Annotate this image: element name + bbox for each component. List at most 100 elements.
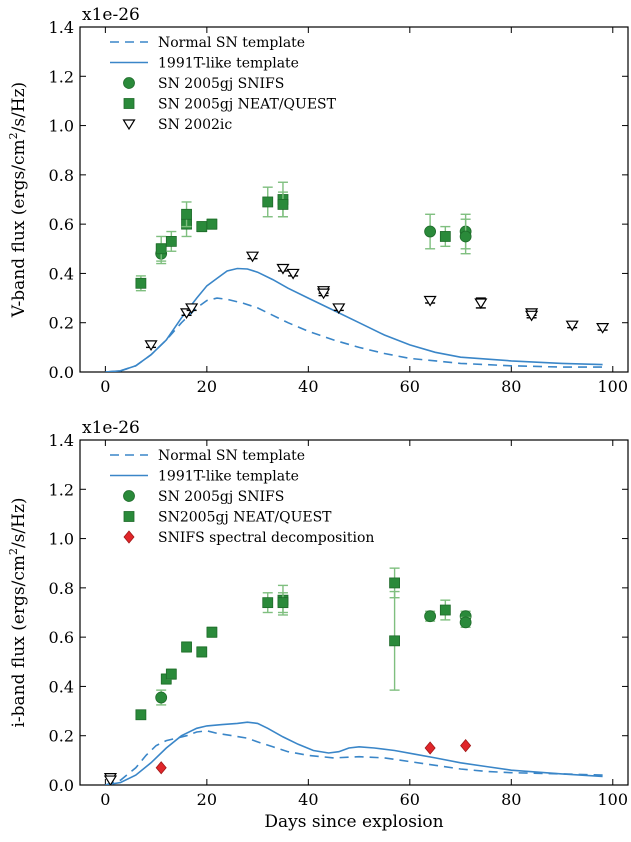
data-point-square [206, 626, 218, 638]
i-band-panel: 0 20 40 60 80 100 0.0 0.2 0.4 0.6 0.8 1.0 1.2 1.4 x1e-… [7, 418, 629, 832]
x-tick-label: 0 [100, 377, 110, 396]
y-tick-label: 0.8 [49, 579, 74, 598]
axis-multiplier: x1e-26 [82, 418, 140, 438]
data-point-triangle [525, 310, 539, 322]
data-point-triangle [276, 263, 290, 275]
series-3 [135, 181, 451, 292]
y-tick-label: 0.4 [49, 264, 74, 283]
data-point-square [181, 641, 192, 653]
legend-entry: SNIFS spectral decomposition [158, 530, 374, 546]
data-point-circle [123, 490, 135, 502]
y-tick-label: 1.4 [49, 431, 74, 450]
x-tick-label: 40 [298, 377, 318, 396]
data-point-square [262, 597, 274, 609]
y-tick-label: 0.2 [49, 314, 74, 333]
data-point-diamond [155, 761, 167, 775]
data-point-triangle [144, 340, 158, 352]
series-1 [105, 267, 603, 372]
normal-template-line [105, 729, 603, 785]
series-4 [144, 251, 610, 352]
data-point-triangle [596, 323, 610, 334]
y-tick-label: 1.4 [49, 18, 74, 37]
legend-entry: SN 2005gj SNIFS [158, 489, 284, 505]
data-point-square [181, 208, 192, 220]
legend-entry: Normal SN template [158, 448, 305, 464]
data-point-diamond [123, 530, 135, 544]
series-3 [135, 567, 451, 721]
plot-frame [79, 26, 629, 373]
data-point-circle [123, 77, 135, 89]
y-axis-label-tail: /s/Hz) [9, 497, 29, 548]
legend-entry: SN 2005gj SNIFS [158, 76, 284, 92]
template-1991t-line [105, 721, 603, 785]
series-2 [155, 610, 472, 706]
legend: Normal SN template 1991T-like template SN … [110, 448, 374, 546]
data-point-square [155, 243, 167, 255]
legend-entry: SN 2002ic [158, 117, 232, 133]
data-point-triangle [332, 303, 346, 315]
data-point-triangle [122, 119, 136, 131]
data-point-triangle [316, 288, 331, 300]
data-point-square [135, 277, 147, 289]
data-point-diamond [424, 741, 436, 755]
data-point-triangle [474, 298, 488, 310]
plot-area [105, 181, 610, 372]
series-1 [105, 721, 603, 785]
x-tick-label: 0 [100, 790, 110, 809]
y-tick-label: 0.2 [49, 727, 74, 746]
x-tick-label: 40 [298, 790, 318, 809]
data-point-triangle [423, 295, 437, 307]
data-point-square [389, 577, 400, 589]
data-point-triangle [565, 320, 579, 332]
data-point-circle [459, 616, 472, 629]
y-tick-label: 1.2 [49, 480, 74, 499]
data-point-square [389, 635, 400, 647]
y-axis-label-main: i-band flux (ergs/cm [9, 555, 29, 728]
data-point-square [277, 597, 289, 609]
data-point-square [439, 604, 451, 616]
y-tick-label: 1.2 [49, 67, 74, 86]
y-axis-label-tail: /s/Hz) [9, 82, 29, 133]
v-band-panel: 0 20 40 60 80 100 0.0 0.2 0.4 0.6 0.8 1.0 1.2 1.4 x1e-… [7, 5, 629, 396]
series-0 [105, 729, 603, 785]
data-point-triangle [185, 303, 199, 315]
y-tick-label: 0.6 [49, 628, 74, 647]
data-point-triangle [103, 775, 118, 785]
legend: Normal SN template 1991T-like template SN … [110, 35, 337, 133]
y-axis-label-sup: 2 [7, 132, 20, 139]
data-point-circle [424, 610, 437, 623]
y-tick-label: 0.6 [49, 215, 74, 234]
plot-frame [79, 439, 629, 786]
y-tick-label: 1.0 [49, 530, 74, 549]
series-5 [103, 773, 118, 785]
x-tick-label: 100 [598, 790, 629, 809]
data-point-diamond [460, 738, 472, 753]
plot-area [103, 567, 603, 785]
data-point-square [262, 196, 274, 208]
legend-entry: SN 2005gj NEAT/QUEST [158, 97, 337, 113]
axis-multiplier: x1e-26 [82, 5, 140, 25]
legend-entry: 1991T-like template [158, 56, 299, 72]
data-point-triangle [286, 268, 300, 280]
data-point-square [206, 218, 218, 230]
x-tick-label: 60 [400, 377, 420, 396]
y-tick-label: 0.0 [49, 776, 74, 795]
legend-entry: Normal SN template [158, 35, 305, 51]
data-point-square [196, 646, 208, 658]
x-axis-label: Days since explosion [264, 812, 443, 832]
data-point-square [165, 668, 177, 680]
data-point-circle [459, 230, 472, 243]
y-tick-label: 0.4 [49, 677, 74, 696]
data-point-square [439, 231, 451, 242]
y-axis-label-sup: 2 [7, 548, 20, 555]
x-tick-label: 60 [400, 790, 420, 809]
x-tick-label: 20 [197, 790, 217, 809]
data-point-square [277, 199, 289, 210]
data-point-square [165, 235, 177, 247]
data-point-square [196, 221, 208, 233]
data-point-square [123, 98, 135, 109]
x-tick-label: 100 [598, 377, 629, 396]
data-point-triangle [179, 308, 194, 320]
y-axis-label: i-band flux (ergs/cm2/s/Hz) [7, 497, 29, 727]
y-tick-label: 1.0 [49, 117, 74, 136]
